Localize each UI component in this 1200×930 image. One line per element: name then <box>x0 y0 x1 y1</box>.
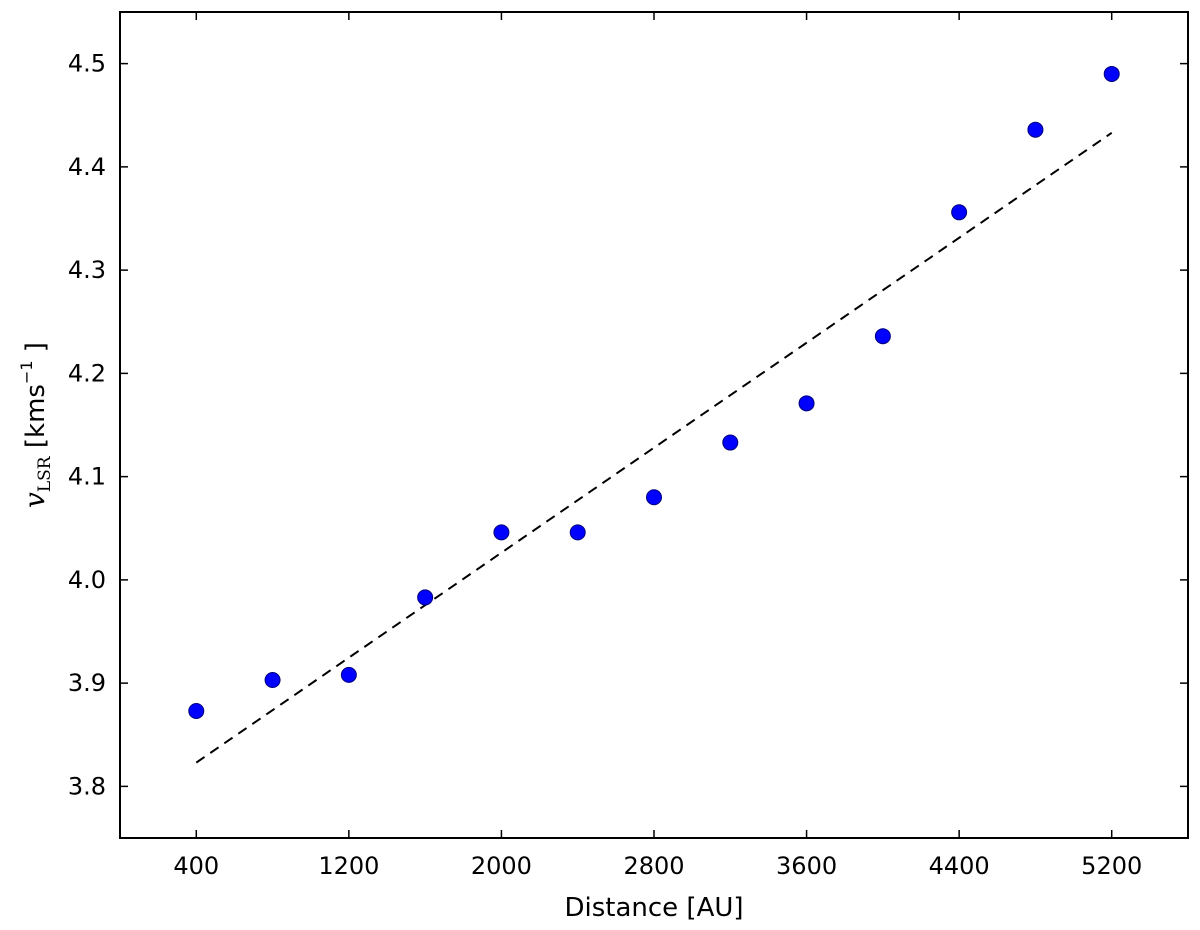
plot-frame <box>119 11 1189 839</box>
y-axis-label-unit: [kms <box>21 384 51 456</box>
data-point <box>493 524 510 541</box>
y-tick-label: 3.8 <box>68 772 106 800</box>
y-axis-label: vLSR [kms−1 ] <box>17 342 55 508</box>
data-point <box>798 395 815 412</box>
y-tick-label: 4.2 <box>68 359 106 387</box>
y-tick-label: 4.4 <box>68 153 106 181</box>
data-point <box>1027 121 1044 138</box>
x-axis-label: Distance [AU] <box>564 893 743 923</box>
y-tick-label: 4.5 <box>68 50 106 78</box>
y-tick-label: 3.9 <box>68 669 106 697</box>
y-axis-label-symbol: v <box>18 492 51 508</box>
fit-line <box>195 131 1113 764</box>
y-tick-label: 4.0 <box>68 566 106 594</box>
data-point <box>874 328 891 345</box>
x-tick-label: 2000 <box>471 852 532 880</box>
data-point <box>722 434 739 451</box>
x-tick-label: 5200 <box>1081 852 1142 880</box>
data-point <box>188 703 205 720</box>
x-tick-labels: 400 1200 2000 2800 3600 4400 5200 <box>173 852 1142 880</box>
data-point <box>569 524 586 541</box>
data-point <box>951 204 968 221</box>
data-point <box>340 666 357 683</box>
y-tick-labels: 3.8 3.9 4.0 4.1 4.2 4.3 4.4 4.5 <box>68 50 106 801</box>
y-axis-label-unit-close: ] <box>21 342 51 360</box>
x-tick-label: 3600 <box>776 852 837 880</box>
y-tick-label: 4.1 <box>68 463 106 491</box>
data-point <box>646 489 662 506</box>
data-points <box>188 65 1120 720</box>
data-point <box>1103 65 1120 82</box>
x-tick-label: 2800 <box>623 852 684 880</box>
y-tick-label: 4.3 <box>68 256 106 284</box>
x-tick-label: 400 <box>173 852 219 880</box>
x-tick-label: 1200 <box>318 852 379 880</box>
axis-ticks <box>120 12 1188 838</box>
data-point <box>417 589 434 606</box>
y-axis-label-exponent: −1 <box>17 360 36 384</box>
y-axis-label-subscript: LSR <box>35 455 55 492</box>
fit-line-layer <box>195 131 1113 764</box>
x-tick-label: 4400 <box>929 852 990 880</box>
data-point <box>264 672 281 689</box>
